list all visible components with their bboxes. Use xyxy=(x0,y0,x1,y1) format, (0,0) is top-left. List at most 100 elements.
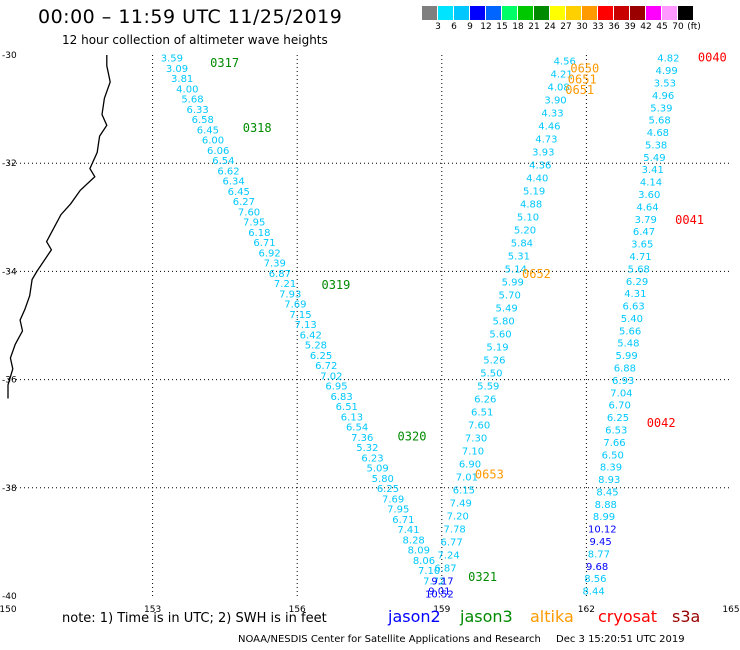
wave-height-label: 8.77 xyxy=(588,549,610,560)
track-jason3: 3.593.093.814.005.686.336.586.456.006.06… xyxy=(161,54,497,598)
color-scale-label: 21 xyxy=(528,22,540,32)
wave-height-label: 5.49 xyxy=(496,303,518,314)
wave-height-label: 5.80 xyxy=(492,316,514,327)
color-scale-label: 27 xyxy=(560,22,572,32)
wave-height-label: 9.01 xyxy=(428,587,450,598)
color-scale-swatch xyxy=(438,6,454,20)
wave-height-label: 7.15 xyxy=(289,310,311,321)
wave-height-label: 4.68 xyxy=(647,128,669,139)
wave-height-label: 3.41 xyxy=(642,165,664,176)
latitude-tick-label: -38 xyxy=(2,484,17,494)
wave-height-label: 7.02 xyxy=(320,371,342,382)
map-subtitle: 12 hour collection of altimeter wave hei… xyxy=(62,33,328,47)
wave-height-label: 5.40 xyxy=(621,314,643,325)
wave-height-label: 4.71 xyxy=(629,252,651,263)
wave-height-label: 6.90 xyxy=(459,459,481,470)
wave-height-label: 6.83 xyxy=(331,392,353,403)
wave-height-label: 8.28 xyxy=(403,535,425,546)
wave-height-label: 6.26 xyxy=(474,394,496,405)
latitude-tick-label: -32 xyxy=(2,159,17,169)
wave-height-label: 7.01 xyxy=(456,472,478,483)
wave-height-label: 6.58 xyxy=(192,115,214,126)
wave-height-label: 5.70 xyxy=(499,290,521,301)
color-scale-label: 9 xyxy=(467,22,473,32)
footer-date: Dec 3 15:20:51 UTC 2019 xyxy=(556,634,685,645)
color-scale-swatch xyxy=(598,6,614,20)
wave-height-label: 6.93 xyxy=(612,376,634,387)
color-scale-swatch xyxy=(422,6,438,20)
track-cryosat: 4.824.993.534.965.395.684.685.385.493.41… xyxy=(582,51,726,598)
color-scale-swatch xyxy=(566,6,582,20)
color-scale-label: 12 xyxy=(480,22,492,32)
wave-height-label: 8.99 xyxy=(593,512,615,523)
color-scale-swatch xyxy=(486,6,502,20)
color-scale-label: 45 xyxy=(656,22,668,32)
time-label: 0651 xyxy=(568,72,597,86)
wave-height-label: 6.00 xyxy=(202,136,224,147)
time-label: 0650 xyxy=(570,62,599,76)
wave-height-label: 7.78 xyxy=(444,524,466,535)
wave-height-label: 5.60 xyxy=(489,329,511,340)
wave-height-label: 7.10 xyxy=(418,566,440,577)
wave-height-label: 4.99 xyxy=(655,66,677,77)
color-scale xyxy=(422,6,694,20)
latitude-tick-label: -40 xyxy=(2,592,17,602)
wave-height-label: 6.34 xyxy=(222,177,244,188)
coastline-path xyxy=(7,55,111,399)
wave-height-label: 6.45 xyxy=(228,187,250,198)
wave-height-label: 6.13 xyxy=(341,412,363,423)
wave-height-label: 4.00 xyxy=(176,84,198,95)
wave-height-label: 9.45 xyxy=(589,537,611,548)
wave-height-label: 6.06 xyxy=(207,146,229,157)
wave-height-label: 5.19 xyxy=(486,342,508,353)
latitude-tick-label: -36 xyxy=(2,376,17,386)
wave-height-label: 6.47 xyxy=(633,227,655,238)
time-label: 0318 xyxy=(243,121,272,135)
wave-height-label: 4.31 xyxy=(624,289,646,300)
wave-height-label: 3.81 xyxy=(171,74,193,85)
wave-height-label: 4.08 xyxy=(547,82,569,93)
wave-height-label: 6.45 xyxy=(197,125,219,136)
wave-height-label: 9.17 xyxy=(431,576,453,587)
wave-height-label: 6.54 xyxy=(212,156,234,167)
wave-height-label: 5.99 xyxy=(616,351,638,362)
legend-item-s3a: s3a xyxy=(672,607,701,626)
wave-height-label: 6.87 xyxy=(269,269,291,280)
wave-height-label: 3.59 xyxy=(161,54,183,65)
wave-height-label: 6.72 xyxy=(315,361,337,372)
wave-height-label: 6.15 xyxy=(453,485,475,496)
wave-height-label: 7.10 xyxy=(462,446,484,457)
wave-height-label: 4.82 xyxy=(657,54,679,65)
wave-height-label: 7.95 xyxy=(243,218,265,229)
wave-height-label: 5.38 xyxy=(645,140,667,151)
wave-height-label: 6.77 xyxy=(440,537,462,548)
color-scale-label: (ft) xyxy=(687,22,701,32)
wave-height-label: 3.53 xyxy=(654,78,676,89)
wave-height-label: 7.30 xyxy=(465,433,487,444)
wave-height-label: 6.51 xyxy=(336,402,358,413)
wave-height-label: 5.19 xyxy=(523,186,545,197)
color-scale-label: 42 xyxy=(640,22,652,32)
wave-height-label: 7.41 xyxy=(397,525,419,536)
color-scale-swatch xyxy=(518,6,534,20)
axis-ticks: -30 -32 -34 -36 -38 -40 150 153 156 159 162 165 xyxy=(0,51,740,615)
color-scale-label: 70 xyxy=(672,22,684,32)
color-scale-swatch xyxy=(502,6,518,20)
wave-height-label: 5.68 xyxy=(628,264,650,275)
wave-height-label: 6.23 xyxy=(361,453,383,464)
wave-height-label: 4.64 xyxy=(636,202,658,213)
wave-height-label: 5.20 xyxy=(514,225,536,236)
time-label: 0652 xyxy=(522,267,551,281)
wave-height-label: 6.63 xyxy=(622,302,644,313)
wave-height-label: 6.51 xyxy=(471,407,493,418)
wave-height-label: 5.31 xyxy=(508,251,530,262)
wave-height-label: 8.93 xyxy=(598,475,620,486)
wave-height-label: 7.04 xyxy=(610,388,632,399)
color-scale-label: 24 xyxy=(544,22,556,32)
wave-height-label: 6.50 xyxy=(602,450,624,461)
note-text: note: 1) Time is in UTC; 2) SWH is in fe… xyxy=(62,611,327,626)
wave-height-label: 5.68 xyxy=(649,116,671,127)
color-scale-swatch xyxy=(614,6,630,20)
wave-height-label: 8.44 xyxy=(582,587,604,598)
